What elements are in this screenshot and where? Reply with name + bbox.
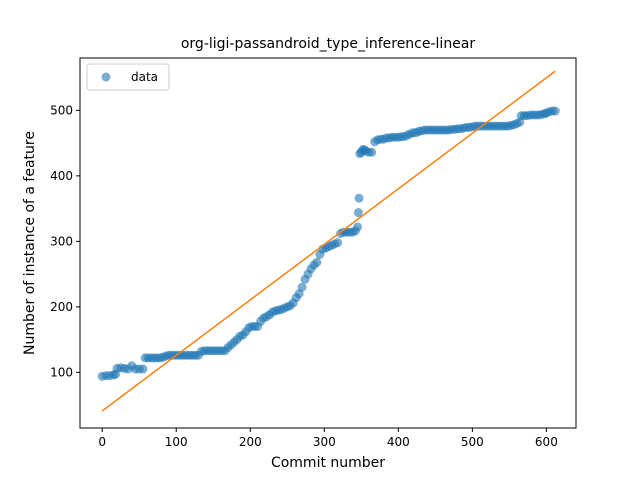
x-tick-label: 100: [165, 435, 188, 449]
data-point: [312, 257, 322, 267]
plot-area: [97, 70, 560, 412]
legend-box: [86, 63, 170, 91]
x-tick-label: 300: [313, 435, 336, 449]
data-point: [138, 364, 148, 374]
x-tick-label: 400: [387, 435, 410, 449]
x-tick-label: 0: [98, 435, 106, 449]
fit-line: [101, 70, 556, 412]
chart-title: org-ligi-passandroid_type_inference-line…: [181, 36, 476, 52]
x-tick-label: 600: [535, 435, 558, 449]
y-tick-label: 200: [50, 300, 73, 314]
data-point: [354, 193, 364, 203]
axes-frame: [79, 57, 577, 429]
x-tick-label: 200: [239, 435, 262, 449]
data-point: [353, 208, 363, 218]
x-tick-label: 500: [461, 435, 484, 449]
data-point: [353, 222, 363, 232]
y-axis: 100 200 300 400 500: [50, 103, 80, 379]
legend: data: [86, 63, 170, 91]
y-tick-label: 500: [50, 103, 73, 117]
x-axis: 0 100 200 300 400 500 600: [98, 428, 558, 449]
y-axis-label: Number of instance of a feature: [22, 131, 38, 355]
data-point: [367, 147, 377, 157]
x-axis-label: Commit number: [271, 455, 385, 471]
legend-label-data: data: [131, 70, 158, 84]
data-point: [297, 282, 307, 292]
y-tick-label: 400: [50, 169, 73, 183]
data-point: [333, 238, 343, 248]
legend-marker-data: [101, 72, 111, 82]
y-tick-label: 100: [50, 365, 73, 379]
y-tick-label: 300: [50, 234, 73, 248]
data-point: [550, 106, 560, 116]
